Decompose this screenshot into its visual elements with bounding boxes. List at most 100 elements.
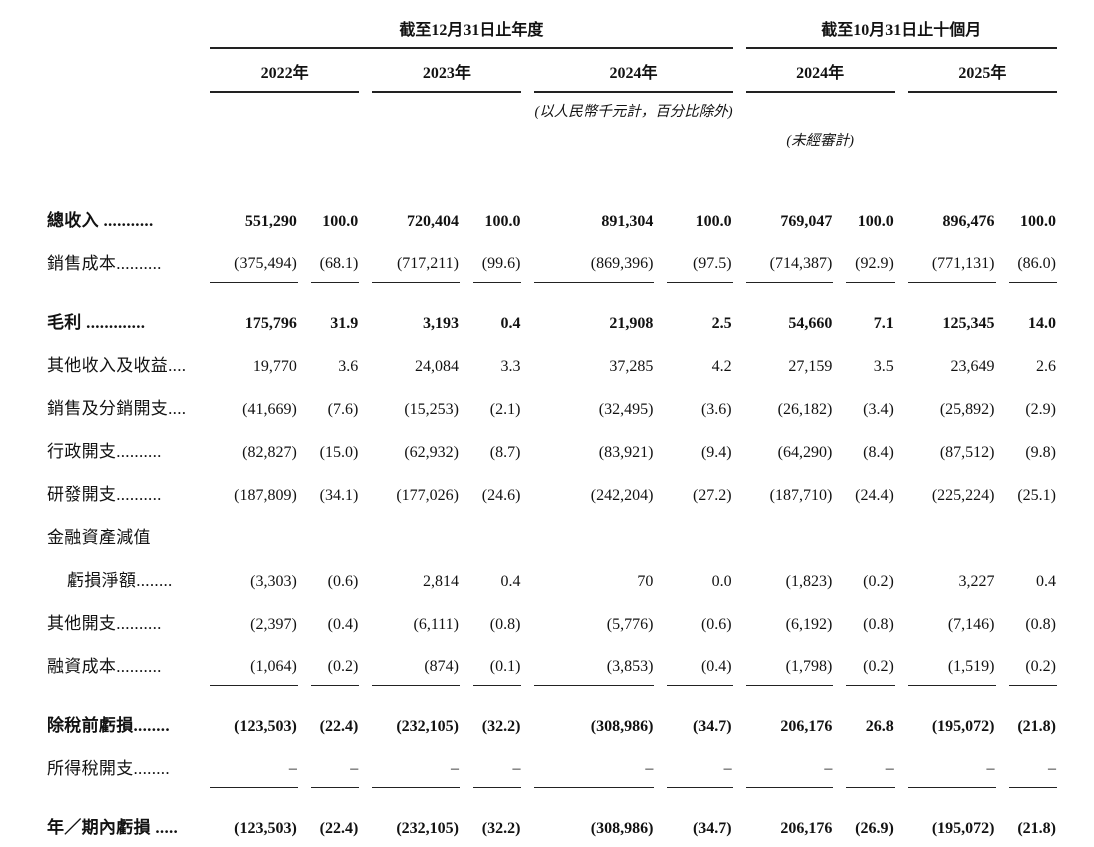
percent-cell: 14.0 <box>1028 315 1056 332</box>
amount-cell: 891,304 <box>601 213 654 230</box>
amount-cell: (187,710) <box>769 487 833 504</box>
income-statement-table: 截至12月31日止年度 截至10月31日止十個月 2022年 2023年 202… <box>34 14 1070 847</box>
percent-cell: (9.8) <box>1025 444 1056 461</box>
amount-cell: (6,192) <box>785 616 833 633</box>
row-label: 金融資產減值 <box>47 528 151 547</box>
percent-cell: (68.1) <box>310 240 360 283</box>
amount-cell: 2,814 <box>423 573 459 590</box>
amount-cell: (15,253) <box>404 401 459 418</box>
unaudited-note: (未經審計) <box>786 133 855 149</box>
percent-cell: 7.1 <box>873 315 894 332</box>
percent-cell <box>1009 514 1058 557</box>
amount-cell: (187,809) <box>234 487 297 504</box>
amount-cell: – <box>210 745 298 788</box>
percent-cell: (8.7) <box>489 444 521 461</box>
spacer <box>47 151 1057 197</box>
percent-cell: (32.2) <box>481 718 521 735</box>
percent-cell: (0.6) <box>327 573 359 590</box>
amount-cell: 27,159 <box>788 358 833 375</box>
table-row: 其他開支.......... (2,397) (0.4) (6,111) (0.8) (5… <box>47 600 1057 643</box>
amount-cell: (308,986) <box>590 718 654 735</box>
amount-cell: (62,932) <box>404 444 459 461</box>
header-spacer <box>47 93 197 122</box>
percent-cell: (15.0) <box>319 444 359 461</box>
amount-cell: (3,853) <box>534 643 655 686</box>
percent-cell: (2.1) <box>489 401 521 418</box>
percent-cell: (86.0) <box>1008 240 1057 283</box>
percent-cell: 0.4 <box>1036 573 1056 590</box>
note-spacer <box>746 93 1057 122</box>
amount-cell: – <box>534 745 655 788</box>
amount-cell: (123,503) <box>234 820 297 837</box>
amount-cell: (123,503) <box>234 718 297 735</box>
percent-cell: 2.5 <box>711 315 732 332</box>
amount-cell: 21,908 <box>609 315 654 332</box>
table-row: 虧損淨額........ (3,303) (0.6) 2,814 0.4 70 0.0 (1,… <box>47 557 1057 600</box>
note-spacer <box>210 93 521 122</box>
amount-cell: – <box>907 745 996 788</box>
amount-cell <box>746 514 834 557</box>
currency-note-row: (以人民幣千元計，百分比除外) <box>47 93 1057 122</box>
amount-cell <box>534 514 654 557</box>
percent-cell: (2.9) <box>1025 401 1056 418</box>
percent-cell: 3.3 <box>500 358 521 375</box>
percent-cell: (0.6) <box>700 616 732 633</box>
percent-cell: 100.0 <box>695 213 732 230</box>
table-row: 總收入 ........... 551,290 100.0 720,404 100.0 8… <box>47 197 1057 240</box>
percent-cell: 100.0 <box>1020 213 1056 230</box>
percent-cell: (34.7) <box>692 718 732 735</box>
year-header-2022: 2022年 <box>210 49 360 93</box>
amount-cell: 125,345 <box>942 315 995 332</box>
percent-cell: 100.0 <box>322 213 359 230</box>
table-row: 除稅前虧損........ (123,503) (22.4) (232,105) (32… <box>47 686 1057 745</box>
percent-cell: (0.8) <box>863 616 894 633</box>
amount-cell: 3,227 <box>958 573 995 590</box>
amount-cell: (2,397) <box>250 616 297 633</box>
amount-cell: 175,796 <box>244 315 297 332</box>
annual-period-group-header: 截至12月31日止年度 <box>210 14 733 49</box>
percent-cell: (0.4) <box>667 643 733 686</box>
amount-cell: (195,072) <box>931 820 995 837</box>
percent-cell: 4.2 <box>711 358 732 375</box>
amount-cell: (771,131) <box>907 240 996 283</box>
row-label: 其他開支.......... <box>47 614 162 633</box>
amount-cell: (7,146) <box>947 616 995 633</box>
amount-cell: (41,669) <box>242 401 297 418</box>
table-row: 所得稅開支........ – – – – – – – – – – <box>47 745 1057 788</box>
amount-cell: 37,285 <box>609 358 654 375</box>
amount-cell: 206,176 <box>780 718 833 735</box>
amount-cell: 3,193 <box>423 315 459 332</box>
amount-cell <box>372 514 460 557</box>
currency-unit-note: (以人民幣千元計，百分比除外) <box>534 104 733 120</box>
amount-cell <box>210 514 298 557</box>
percent-cell: – <box>310 745 360 788</box>
percent-cell <box>311 514 359 557</box>
amount-cell: – <box>745 745 834 788</box>
amount-cell: (82,827) <box>242 444 297 461</box>
amount-cell: 19,770 <box>252 358 297 375</box>
percent-cell: (21.8) <box>1017 718 1056 735</box>
amount-cell: 70 <box>637 573 654 590</box>
amount-cell: 206,176 <box>780 820 833 837</box>
year-header-2024-ten-month: 2024年 <box>745 49 895 93</box>
amount-cell: 24,084 <box>415 358 459 375</box>
year-header-2024: 2024年 <box>534 49 733 93</box>
percent-cell: (26.9) <box>855 820 894 837</box>
amount-cell: – <box>372 745 460 788</box>
percent-cell: 100.0 <box>857 213 894 230</box>
percent-cell: 0.0 <box>711 573 732 590</box>
amount-cell: 551,290 <box>244 213 297 230</box>
amount-cell: (869,396) <box>534 240 655 283</box>
amount-cell: (64,290) <box>777 444 833 461</box>
header-spacer <box>47 122 197 151</box>
amount-cell: (375,494) <box>210 240 298 283</box>
table-row: 行政開支.......... (82,827) (15.0) (62,932) (8.7… <box>47 428 1057 471</box>
amount-cell: (32,495) <box>598 401 654 418</box>
percent-cell: – <box>473 745 522 788</box>
percent-cell: (8.4) <box>863 444 894 461</box>
row-label: 毛利 ............. <box>47 313 146 332</box>
percent-cell: (92.9) <box>846 240 895 283</box>
amount-cell: (6,111) <box>413 616 459 633</box>
percent-cell: (34.7) <box>692 820 732 837</box>
